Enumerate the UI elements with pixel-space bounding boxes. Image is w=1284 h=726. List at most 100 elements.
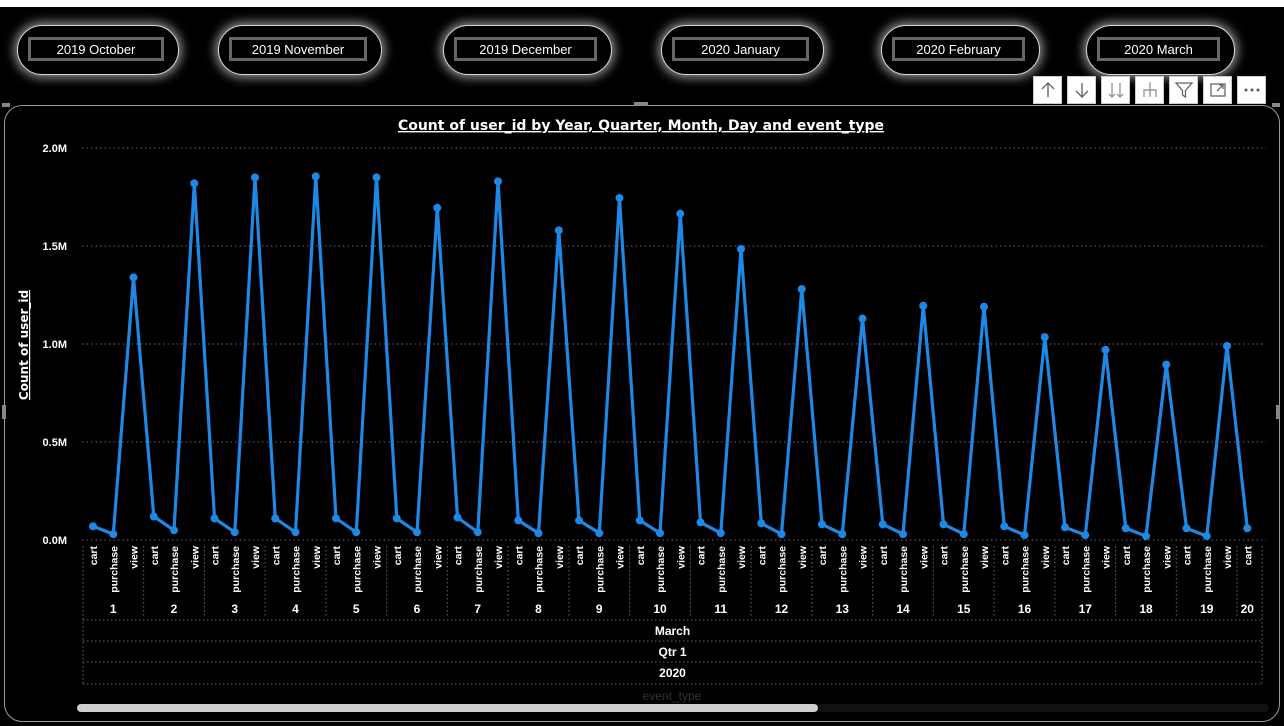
data-point[interactable] — [1142, 532, 1150, 541]
data-point[interactable] — [1243, 524, 1252, 533]
slicer-button[interactable]: 2019 December — [454, 37, 597, 61]
line-chart-visual[interactable] — [4, 105, 1280, 722]
more-options-button[interactable] — [1237, 76, 1266, 104]
data-point[interactable] — [757, 519, 766, 528]
data-point[interactable] — [473, 528, 482, 537]
data-point[interactable] — [676, 209, 685, 218]
day-label: 10 — [653, 602, 667, 616]
focus-mode-button[interactable] — [1203, 76, 1232, 104]
data-point[interactable] — [878, 520, 887, 529]
data-point[interactable] — [797, 285, 806, 294]
data-point[interactable] — [554, 226, 563, 235]
data-point[interactable] — [413, 528, 421, 537]
data-point[interactable] — [494, 177, 502, 186]
x-category-label: cart — [756, 546, 768, 566]
data-point[interactable] — [777, 530, 786, 539]
data-point[interactable] — [89, 522, 97, 531]
slicer-button[interactable]: 2020 January — [672, 37, 809, 61]
x-category-label: cart — [878, 546, 890, 566]
data-point[interactable] — [1182, 524, 1191, 533]
x-category-label: purchase — [351, 546, 363, 593]
data-point[interactable] — [190, 179, 199, 188]
data-point[interactable] — [737, 244, 745, 253]
slicer-button[interactable]: 2020 February — [892, 37, 1025, 61]
data-point[interactable] — [575, 516, 583, 525]
data-point[interactable] — [1020, 531, 1029, 540]
drill-down-button[interactable] — [1067, 76, 1096, 104]
x-axis-categories: cart purchase view cart purchase view cart purc… — [88, 545, 1254, 618]
horizontal-scrollbar-thumb[interactable] — [77, 704, 818, 712]
data-point[interactable] — [595, 529, 604, 538]
slicer-button[interactable]: 2019 October — [28, 37, 164, 61]
resize-handle-top-right[interactable] — [1272, 103, 1280, 107]
resize-handle-top[interactable] — [634, 102, 648, 106]
data-point[interactable] — [392, 514, 401, 523]
x-category-label: view — [493, 545, 505, 569]
x-category-label: purchase — [534, 546, 546, 593]
data-point[interactable] — [1162, 360, 1171, 369]
slicer-button[interactable]: 2019 November — [229, 37, 367, 61]
data-point[interactable] — [210, 514, 219, 523]
data-point[interactable] — [1061, 523, 1069, 532]
data-point[interactable] — [311, 172, 320, 181]
data-point[interactable] — [149, 512, 158, 521]
data-point[interactable] — [1040, 333, 1049, 342]
x-category-label: cart — [331, 546, 343, 566]
drill-up-button[interactable] — [1033, 76, 1062, 104]
data-point[interactable] — [170, 526, 178, 535]
data-point[interactable] — [696, 518, 705, 527]
data-point[interactable] — [453, 513, 462, 522]
data-point[interactable] — [858, 314, 867, 323]
resize-handle-right[interactable] — [1276, 405, 1280, 419]
data-point[interactable] — [1223, 341, 1231, 350]
data-point[interactable] — [980, 302, 988, 311]
data-point[interactable] — [1202, 532, 1211, 541]
x-category-label: purchase — [594, 546, 606, 593]
resize-handle-left[interactable] — [2, 405, 6, 419]
x-category-label: cart — [574, 546, 586, 566]
data-point[interactable] — [352, 528, 361, 537]
data-point[interactable] — [939, 520, 948, 529]
data-point[interactable] — [534, 529, 543, 538]
x-category-label: purchase — [1202, 546, 1214, 593]
data-point[interactable] — [271, 514, 280, 523]
day-label: 1 — [110, 602, 117, 616]
data-point[interactable] — [1101, 345, 1110, 354]
data-point[interactable] — [635, 516, 644, 525]
x-category-label: view — [311, 545, 323, 569]
expand-hierarchy-button[interactable] — [1135, 76, 1164, 104]
quarter-label: Qtr 1 — [658, 645, 686, 659]
data-point[interactable] — [1000, 522, 1009, 531]
data-point[interactable] — [1081, 531, 1090, 540]
data-point[interactable] — [919, 301, 928, 310]
resize-handle-top-left[interactable] — [2, 103, 10, 107]
day-label: 6 — [414, 602, 421, 616]
slicer-button[interactable]: 2020 March — [1097, 37, 1220, 61]
data-point[interactable] — [656, 529, 664, 538]
data-point[interactable] — [838, 530, 847, 539]
data-point[interactable] — [1121, 524, 1130, 533]
filter-button[interactable] — [1169, 76, 1198, 104]
data-point[interactable] — [514, 516, 523, 525]
x-category-label: cart — [392, 546, 404, 566]
x-category-label: view — [129, 545, 141, 569]
data-point[interactable] — [291, 528, 300, 537]
data-point[interactable] — [251, 173, 259, 182]
data-point[interactable] — [129, 273, 138, 282]
data-point[interactable] — [332, 514, 340, 523]
data-point[interactable] — [372, 173, 381, 182]
go-to-next-level-button[interactable] — [1101, 76, 1130, 104]
data-point[interactable] — [433, 203, 442, 212]
x-category-label: purchase — [1080, 546, 1092, 593]
data-point[interactable] — [959, 530, 968, 539]
data-point[interactable] — [716, 529, 725, 538]
x-category-label: view — [189, 545, 201, 569]
data-point[interactable] — [109, 530, 118, 539]
data-point[interactable] — [615, 193, 624, 202]
data-point[interactable] — [230, 528, 239, 537]
year-label: 2020 — [659, 666, 686, 680]
data-point[interactable] — [899, 530, 907, 539]
month-label: March — [655, 624, 690, 638]
data-point[interactable] — [818, 520, 826, 529]
y-tick-label: 0.5M — [43, 437, 67, 449]
